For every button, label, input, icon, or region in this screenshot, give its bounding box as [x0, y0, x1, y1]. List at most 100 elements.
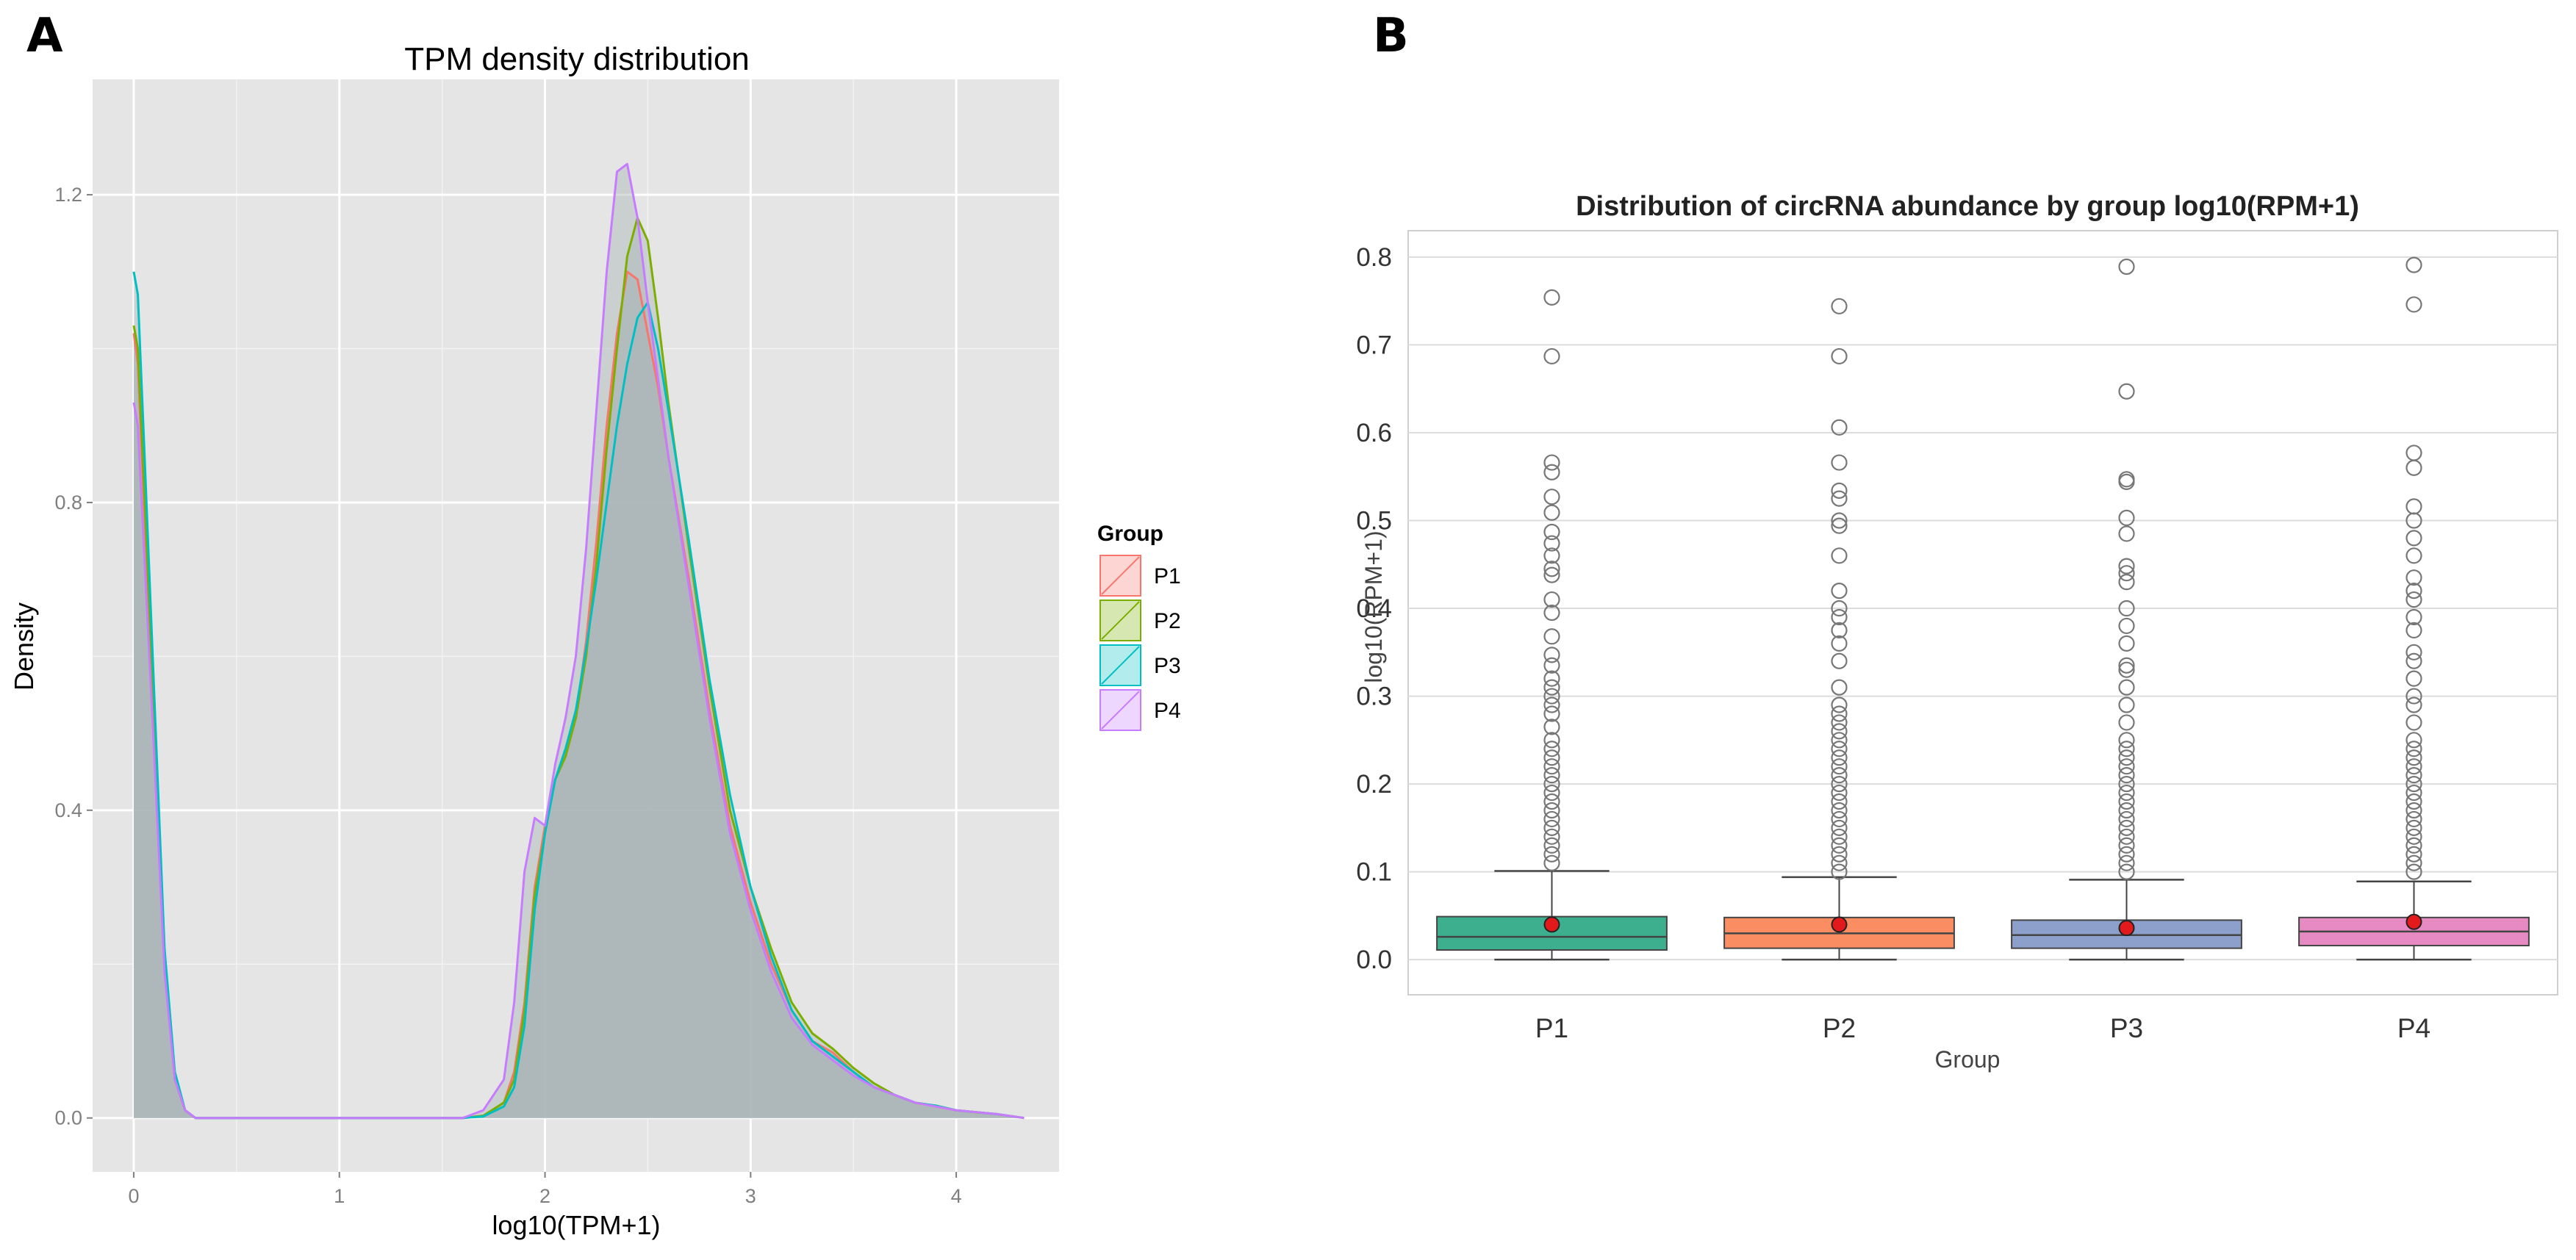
x-tick-label-p4: P4 — [2397, 1013, 2430, 1043]
density-chart-title: TPM density distribution — [404, 41, 750, 77]
outlier-point — [2405, 591, 2422, 608]
outlier-point — [2405, 512, 2422, 529]
outlier-point — [1543, 854, 1560, 871]
y-tick-label: 0.8 — [1356, 243, 1392, 272]
outlier-point — [1831, 732, 1848, 749]
outlier-point — [1543, 819, 1560, 836]
panel-a-letter: A — [26, 9, 63, 63]
outlier-point — [1831, 419, 1848, 436]
outlier-point — [1831, 837, 1848, 854]
outlier-point — [2118, 679, 2135, 696]
outlier-point — [1831, 793, 1848, 810]
x-tick-label-p2: P2 — [1823, 1013, 1856, 1043]
outlier-point — [2405, 810, 2422, 828]
x-tick-label: 4 — [951, 1185, 962, 1207]
outlier-point — [1543, 604, 1560, 622]
density-x-ticks: 0 1 2 3 4 — [128, 1172, 962, 1207]
outlier-point — [1543, 732, 1560, 749]
outlier-point — [2405, 569, 2422, 586]
outlier-point — [2118, 509, 2135, 526]
outlier-point — [2405, 622, 2422, 639]
legend-label-p4: P4 — [1154, 699, 1181, 723]
outlier-point — [2118, 558, 2135, 575]
outlier-point — [1543, 802, 1560, 819]
density-legend: Group P1 P2 P3 P4 — [1097, 522, 1181, 731]
outlier-point — [1831, 784, 1848, 802]
boxplot-chart-title: Distribution of circRNA abundance by gro… — [1576, 191, 2359, 222]
outlier-point — [1543, 489, 1560, 505]
outlier-point — [1543, 688, 1560, 705]
outlier-point — [2405, 784, 2422, 802]
box-p1 — [1436, 289, 1668, 961]
outlier-point — [1543, 679, 1560, 696]
outlier-point — [1543, 348, 1560, 365]
outlier-point — [1831, 723, 1848, 740]
density-x-axis-label: log10(TPM+1) — [492, 1210, 660, 1240]
outlier-point — [2118, 828, 2135, 845]
outlier-point — [1831, 828, 1848, 845]
outlier-point — [2118, 758, 2135, 775]
density-gridlines — [93, 79, 1059, 1172]
boxplot-y-axis-label: log10(RPM+1) — [1360, 530, 1387, 683]
outlier-point — [2405, 732, 2422, 749]
outlier-point — [1831, 810, 1848, 828]
y-tick-label: 1.2 — [54, 184, 82, 206]
outlier-point — [2118, 574, 2135, 591]
outlier-point — [1543, 767, 1560, 784]
y-tick-label: 0.0 — [54, 1107, 82, 1129]
outlier-point — [2118, 258, 2135, 276]
outlier-point — [1543, 719, 1560, 735]
boxplot-x-ticks: P1 P2 P3 P4 — [1535, 1013, 2430, 1043]
y-tick-label: 0.7 — [1356, 331, 1392, 359]
x-tick-label: 2 — [539, 1185, 550, 1207]
outlier-point — [1831, 512, 1848, 529]
outlier-point — [2118, 810, 2135, 828]
outlier-point — [2405, 688, 2422, 705]
outlier-point — [2118, 749, 2135, 766]
outlier-point — [1831, 714, 1848, 731]
y-tick-label: 0.1 — [1356, 858, 1392, 887]
outlier-point — [1543, 657, 1560, 674]
outlier-point — [1543, 758, 1560, 775]
outlier-point — [1831, 348, 1848, 365]
outlier-point — [1543, 504, 1560, 521]
density-area-p1 — [134, 271, 1025, 1118]
mean-marker — [2118, 920, 2135, 937]
box-p3 — [2011, 258, 2242, 961]
panel-b: B Distribution of circRNA abundance by g… — [1356, 9, 2558, 1073]
outlier-point — [2405, 530, 2422, 547]
density-area-p2 — [134, 217, 1025, 1118]
outlier-point — [2405, 793, 2422, 810]
outlier-point — [1543, 289, 1560, 306]
outlier-point — [2118, 565, 2135, 582]
outlier-point — [1831, 863, 1848, 880]
outlier-point — [1543, 464, 1560, 480]
outlier-point — [1831, 600, 1848, 617]
outlier-point — [1831, 705, 1848, 722]
outlier-point — [2118, 776, 2135, 793]
outlier-point — [1543, 776, 1560, 793]
outlier-point — [2118, 863, 2135, 880]
outlier-point — [2405, 837, 2422, 854]
outlier-point — [1831, 482, 1848, 499]
legend-swatch-line — [1101, 691, 1140, 730]
outlier-point — [2405, 459, 2422, 476]
outlier-point — [1543, 793, 1560, 810]
outlier-point — [2405, 758, 2422, 775]
outlier-point — [2118, 854, 2135, 871]
legend-label-p1: P1 — [1154, 564, 1181, 588]
outlier-point — [2118, 635, 2135, 652]
x-tick-label: 3 — [745, 1185, 756, 1207]
density-series — [132, 162, 1025, 1120]
outlier-point — [1543, 591, 1560, 608]
outlier-point — [2118, 784, 2135, 802]
outlier-point — [1831, 846, 1848, 863]
boxplot-boxes — [1436, 256, 2530, 961]
y-tick-label: 0.4 — [1356, 594, 1392, 623]
outlier-point — [1831, 547, 1848, 564]
outlier-point — [2405, 670, 2422, 687]
outlier-point — [1543, 846, 1560, 863]
outlier-point — [1543, 749, 1560, 766]
outlier-point — [2118, 793, 2135, 810]
boxplot-y-ticks: 0.0 0.1 0.2 0.3 0.4 0.5 0.6 0.7 0.8 — [1356, 243, 1392, 974]
